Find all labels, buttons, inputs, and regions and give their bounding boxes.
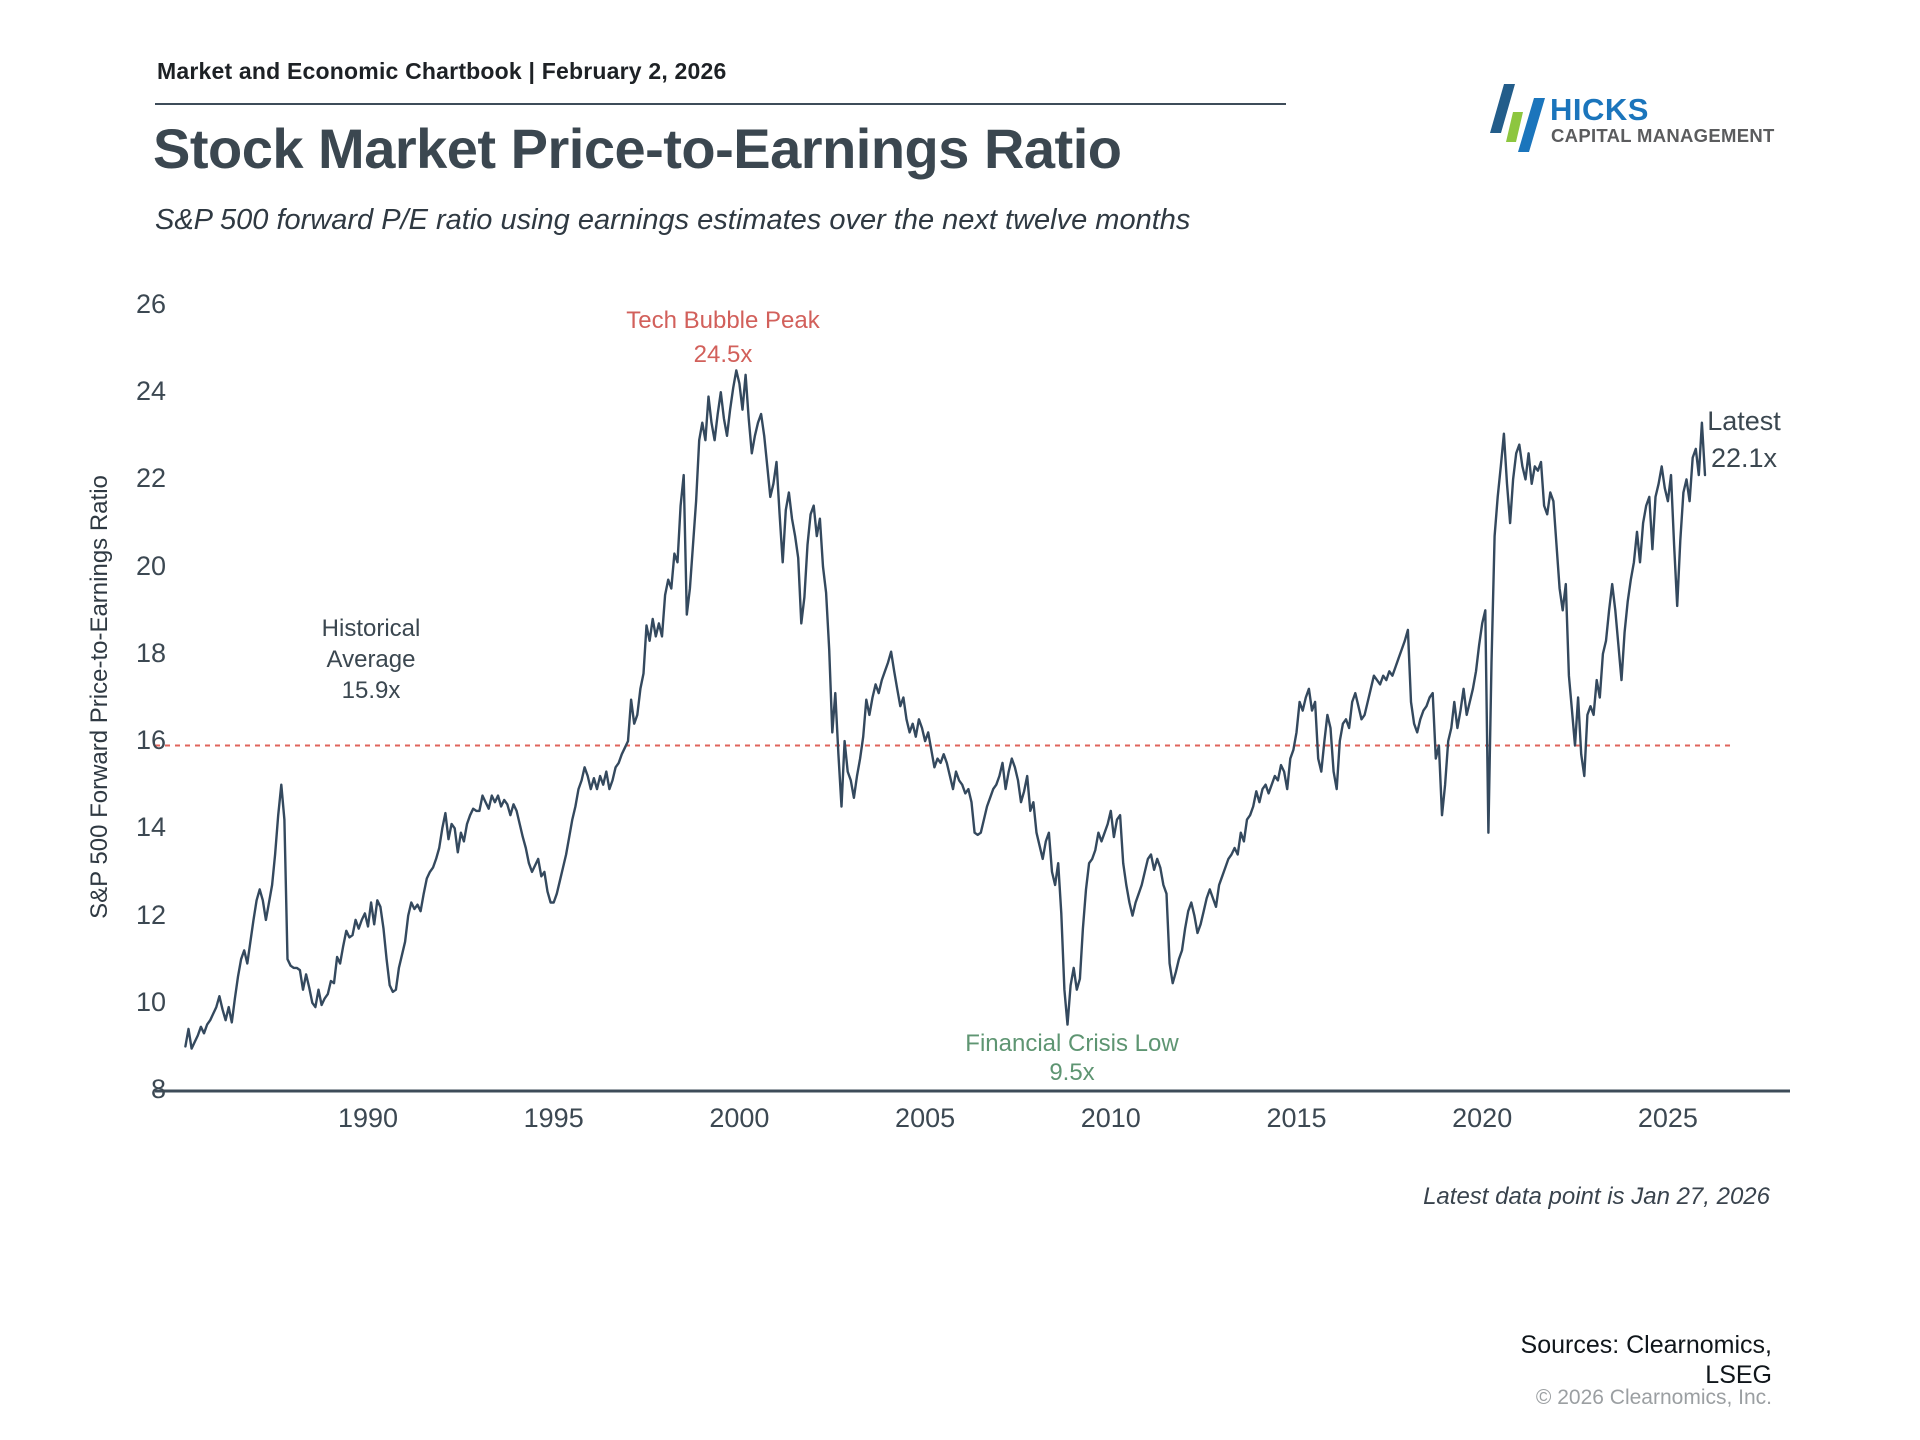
header-divider [155, 103, 1286, 105]
historical-average-value: 15.9x [341, 677, 401, 704]
tech-bubble-value: 24.5x [693, 341, 753, 368]
y-tick-label: 26 [135, 289, 166, 319]
financial-crisis-label: Financial Crisis Low [965, 1030, 1179, 1057]
x-tick-label: 1990 [337, 1103, 399, 1133]
x-tick-label: 2015 [1266, 1103, 1327, 1133]
y-tick-label: 10 [135, 986, 166, 1017]
latest-annotation: Latest 22.1x [1664, 403, 1824, 477]
y-tick-label: 20 [135, 550, 166, 581]
y-tick-label: 18 [135, 637, 166, 668]
y-tick-label: 12 [135, 899, 166, 930]
y-tick-label: 22 [135, 463, 166, 494]
historical-average-label-2: Average [326, 646, 416, 673]
x-tick-label: 2000 [709, 1103, 770, 1133]
y-tick-label: 14 [135, 812, 166, 843]
y-tick-label: 8 [150, 1073, 166, 1104]
x-tick-label: 2025 [1637, 1103, 1698, 1133]
sources-line-2: LSEG [1705, 1361, 1772, 1389]
tech-bubble-label: Tech Bubble Peak [626, 307, 820, 334]
hicks-logo: HICKS CAPITAL MANAGEMENT [1488, 76, 1788, 160]
y-tick-label: 16 [135, 725, 166, 756]
historical-average-label-1: Historical [321, 615, 421, 642]
copyright-text: © 2026 Clearnomics, Inc. [1535, 1386, 1772, 1409]
financial-crisis-annotation: Financial Crisis Low 9.5x [922, 1029, 1222, 1087]
chartbook-header: Market and Economic Chartbook | February… [157, 58, 727, 84]
latest-data-footnote: Latest data point is Jan 27, 2026 [1423, 1183, 1770, 1210]
x-tick-label: 2010 [1080, 1103, 1141, 1133]
latest-label: Latest [1707, 406, 1781, 436]
page-title: Stock Market Price-to-Earnings Ratio [153, 117, 1122, 180]
sources-line-1: Sources: Clearnomics, [1520, 1331, 1772, 1359]
logo-tagline: CAPITAL MANAGEMENT [1551, 125, 1775, 146]
financial-crisis-value: 9.5x [1049, 1059, 1095, 1086]
historical-average-annotation: Historical Average 15.9x [271, 613, 471, 706]
page-subtitle: S&P 500 forward P/E ratio using earnings… [155, 204, 1191, 236]
y-tick-label: 24 [135, 376, 166, 407]
x-tick-label: 1995 [523, 1103, 584, 1133]
pe-ratio-series-line [184, 369, 1707, 1050]
x-tick-label: 2005 [895, 1103, 956, 1133]
y-axis-title: S&P 500 Forward Price-to-Earnings Ratio [86, 475, 113, 919]
logo-company-name: HICKS [1550, 92, 1649, 127]
sources-text: Sources: Clearnomics, LSEG [1521, 1330, 1772, 1390]
x-tick-label: 2020 [1452, 1103, 1513, 1133]
tech-bubble-annotation: Tech Bubble Peak 24.5x [573, 304, 873, 372]
latest-value: 22.1x [1710, 443, 1778, 473]
hicks-logo-mark-icon [1490, 84, 1545, 152]
